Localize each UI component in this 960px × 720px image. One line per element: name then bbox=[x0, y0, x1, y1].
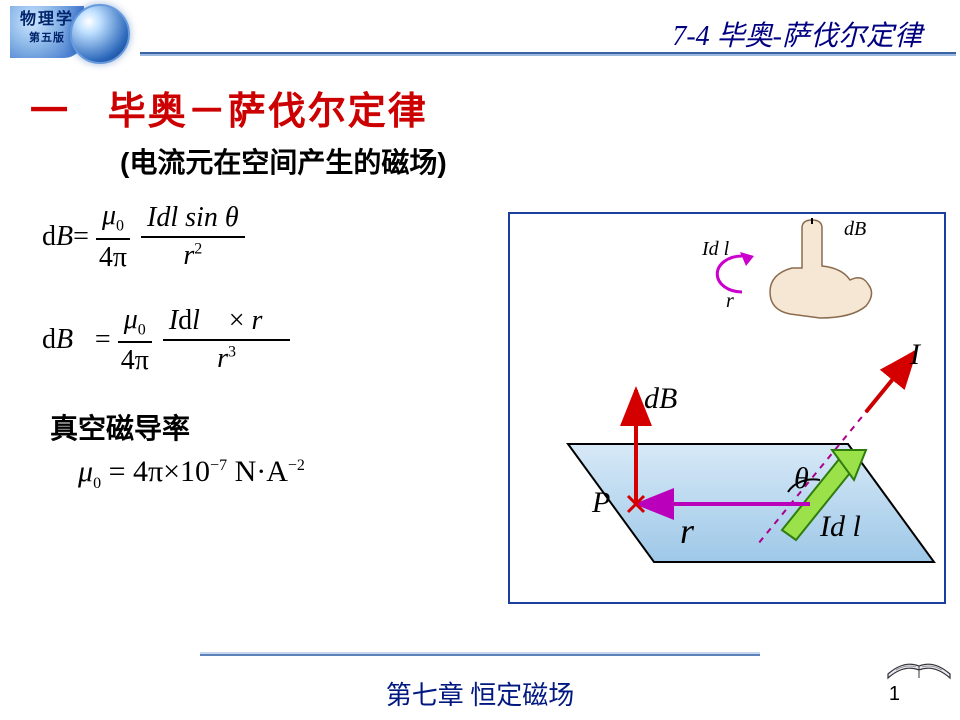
label-P: P bbox=[592, 486, 610, 520]
eq2-dd: d bbox=[178, 305, 192, 336]
subtitle: (电流元在空间产生的磁场) bbox=[120, 141, 950, 181]
heading: 一 毕奥－萨伐尔定律 bbox=[30, 80, 950, 135]
eq2-l: l⃗ bbox=[192, 305, 222, 336]
heading-index: 一 bbox=[30, 91, 70, 133]
eq2-frac1: μ0 4π bbox=[115, 304, 155, 378]
eq1-rsup: 2 bbox=[194, 240, 202, 257]
eq1-mu-sub: 0 bbox=[116, 218, 124, 235]
label-Idl: Id l⃗ bbox=[820, 510, 884, 544]
label-r: r⃗ bbox=[680, 510, 722, 552]
eq2-B: B⃗ bbox=[56, 324, 95, 356]
eq1-d: d bbox=[42, 221, 56, 253]
mu-unit-exp: −2 bbox=[288, 457, 305, 474]
open-book-icon bbox=[884, 634, 954, 684]
mu-sub: 0 bbox=[93, 475, 101, 492]
equation-dB-scalar: dB = μ0 4π Idl sin θ r2 bbox=[42, 200, 472, 274]
header-rule bbox=[140, 52, 956, 54]
eq1-num: Idl sin θ bbox=[141, 202, 245, 238]
eq1-frac1: μ0 4π bbox=[93, 200, 133, 274]
content: 一 毕奥－萨伐尔定律 (电流元在空间产生的磁场) dB = μ0 4π Idl … bbox=[30, 80, 950, 640]
equation-dB-vector: dB⃗ = μ0 4π Idl⃗ × r⃗ r3 bbox=[42, 304, 472, 378]
eq2-rsup: 3 bbox=[228, 344, 236, 361]
eq1-4pi: 4π bbox=[93, 240, 133, 274]
header: 物理学 第五版 7-4 毕奥-萨伐尔定律 bbox=[0, 0, 960, 60]
formula-area: dB = μ0 4π Idl sin θ r2 dB⃗ = bbox=[42, 200, 472, 493]
heading-text: 毕奥－萨伐尔定律 bbox=[108, 91, 428, 133]
eq2-times: × bbox=[222, 305, 252, 336]
diagram-box: dB⃗ Id l⃗ r⃗ bbox=[508, 212, 946, 604]
mu-main: = 4π×10 bbox=[101, 455, 210, 488]
mu-sym: μ bbox=[78, 455, 93, 488]
page-number: 1 bbox=[889, 683, 900, 706]
section-title: 7-4 毕奥-萨伐尔定律 bbox=[672, 14, 922, 54]
footer-rule bbox=[200, 654, 760, 656]
eq2-eq: = bbox=[95, 324, 111, 356]
eq2-frac2: Idl⃗ × r⃗ r3 bbox=[163, 305, 290, 375]
eq2-rv: r⃗ bbox=[252, 305, 285, 336]
eq1-B: B bbox=[56, 221, 73, 253]
eq2-4pi: 4π bbox=[115, 343, 155, 377]
globe-icon bbox=[70, 4, 130, 64]
eq1-frac2: Idl sin θ r2 bbox=[141, 202, 245, 272]
eq2-I: I bbox=[169, 305, 178, 336]
footer-chapter: 第七章 恒定磁场 bbox=[0, 675, 960, 712]
label-theta: θ bbox=[794, 462, 809, 496]
slide: 物理学 第五版 7-4 毕奥-萨伐尔定律 一 毕奥－萨伐尔定律 (电流元在空间产… bbox=[0, 0, 960, 720]
eq1-eq: = bbox=[73, 221, 89, 253]
eq2-mu: μ bbox=[124, 304, 138, 335]
eq2-mu-sub: 0 bbox=[138, 321, 146, 338]
diagram-svg bbox=[510, 214, 948, 606]
eq1-mu: μ bbox=[102, 200, 116, 231]
label-dB: dB⃗ bbox=[644, 382, 701, 416]
mu-exp: −7 bbox=[210, 457, 227, 474]
permeability-label: 真空磁导率 bbox=[50, 407, 472, 447]
eq2-d: d bbox=[42, 324, 56, 356]
eq1-r: r bbox=[183, 240, 194, 271]
label-I: I bbox=[910, 338, 920, 372]
eq2-r: r bbox=[217, 343, 228, 374]
permeability-eq: μ0 = 4π×10−7 N·A−2 bbox=[78, 455, 472, 493]
mu-unit: N·A bbox=[227, 455, 288, 488]
